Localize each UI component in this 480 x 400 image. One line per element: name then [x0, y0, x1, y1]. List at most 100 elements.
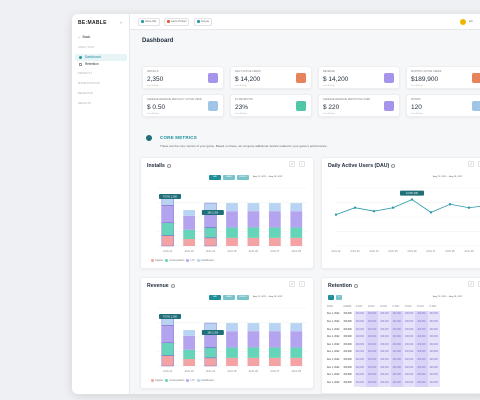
table-row: Dec 1, 2022 150,000 200,000 200,000 200,000 2… [325, 378, 440, 387]
x-tick-label: AUG 27 [270, 369, 280, 373]
kpi-period: Last 30 Days [235, 113, 247, 115]
x-tick-label: AUG 23 [185, 369, 195, 373]
data-point [410, 198, 414, 201]
retention-icon [79, 62, 82, 66]
product-selector[interactable]: Game Product [164, 18, 190, 26]
expand-icon[interactable]: ⤢ [468, 161, 474, 167]
bar-segment [183, 349, 196, 360]
sidebar-item-dashboard[interactable]: Dashboard [75, 54, 127, 61]
date-range-picker[interactable]: Aug 22, 2022 — Aug 28, 2022 [433, 176, 463, 178]
view-toggle-a[interactable]: # [328, 295, 334, 300]
game-selector[interactable]: Game NFL [138, 18, 160, 26]
view-toggle-b[interactable]: % [336, 295, 342, 300]
kpi-icon [384, 101, 394, 111]
retention-cell: 200,000 [390, 325, 403, 334]
download-icon[interactable]: ↓ [299, 161, 305, 167]
sidebar-section-label[interactable]: RESULTS [78, 102, 92, 105]
page-title: Dashboard [142, 38, 174, 44]
kpi-card[interactable]: MONTHLY ACTIVE USERS $189,900 Last 30 Days [406, 66, 480, 89]
date-cell: Dec 1, 2022 [327, 313, 340, 316]
retention-cell: 200,000 [366, 348, 379, 357]
kpi-card[interactable]: REVENUE $ 14,200 Last 30 Days [318, 66, 400, 89]
kpi-card[interactable]: D1 RETENTION 23% Last 30 Days [230, 94, 312, 117]
column-header[interactable]: D DAY [355, 305, 363, 308]
table-row: Dec 1, 2022 150,000 200,000 200,000 200,000 2… [325, 318, 440, 326]
date-range-picker[interactable]: Aug 22, 2022 — Aug 28, 2022 [433, 296, 463, 298]
x-tick-label: AUG 24 [206, 249, 216, 253]
x-tick-label: AUG 27 [426, 249, 436, 253]
legend-label: Organic [155, 379, 164, 383]
kpi-period: Last 30 Days [147, 85, 159, 87]
date-range-picker[interactable]: Aug 22, 2022 — Aug 28, 2022 [253, 296, 283, 298]
seg-day[interactable]: DAY [209, 175, 221, 180]
info-icon[interactable] [170, 283, 175, 288]
retention-cell: 200,000 [378, 378, 391, 387]
dau-panel: Daily Active Users (DAU) ⤢ ↓ Aug 22, 202… [321, 157, 480, 269]
avatar[interactable] [460, 19, 466, 25]
sidebar-section-label[interactable]: PRODUCT [78, 72, 93, 75]
kpi-label: D1 RETENTION [235, 99, 254, 101]
collapse-sidebar-icon[interactable]: « [120, 20, 123, 25]
info-icon[interactable] [166, 163, 171, 168]
bar-segment [226, 211, 238, 228]
retention-cell: 200,000 [366, 325, 379, 334]
table-row: Dec 1, 2022 150,000 200,000 200,000 200,000 2… [325, 356, 440, 364]
seg-week[interactable]: WEEK [223, 295, 235, 300]
download-icon[interactable]: ↓ [299, 281, 305, 287]
date-range-picker[interactable]: Aug 22, 2022 — Aug 28, 2022 [253, 176, 283, 178]
seg-month[interactable]: MONTH [237, 175, 249, 180]
kpi-card[interactable]: DAILY ACTIVE USERS $ 14,200 Last 30 Days [230, 66, 312, 89]
expand-icon[interactable]: ⤢ [289, 281, 295, 287]
download-icon[interactable]: ↓ [478, 161, 480, 167]
kpi-value: $ 14,200 [323, 76, 349, 83]
kpi-card[interactable]: AVERAGE REVENUE PER DAILY ACTIVE USER $ 0… [142, 94, 224, 117]
retention-cell: 200,000 [378, 356, 391, 364]
seg-week[interactable]: WEEK [223, 175, 235, 180]
legend-ltv: LTV [186, 379, 195, 382]
column-header[interactable]: DATE [327, 305, 333, 308]
column-header[interactable]: D DAY [368, 305, 375, 308]
column-header[interactable]: D DAY [392, 305, 400, 308]
kpi-card[interactable]: AVERAGE REVENUE PER PAYING USER $ 220 Last… [318, 94, 400, 117]
column-header[interactable]: D DAY [429, 305, 437, 308]
expand-icon[interactable]: ⤢ [289, 161, 295, 167]
info-icon[interactable] [353, 283, 358, 288]
table-row: Dec 1, 2022 150,000 200,000 200,000 200,000 2… [325, 310, 440, 319]
seg-month[interactable]: MONTH [237, 295, 249, 300]
column-header[interactable]: D DAY [380, 305, 388, 308]
back-link[interactable]: ← Back [78, 35, 91, 39]
kpi-icon [208, 101, 218, 111]
column-header[interactable]: D DAY [417, 305, 425, 308]
kpi-card[interactable]: PAYERS 120 Last 30 Days [406, 94, 480, 117]
info-icon[interactable] [391, 163, 396, 168]
sidebar-item-retention[interactable]: Retention [75, 61, 127, 68]
kpi-period: Last 30 Days [235, 85, 247, 87]
kpi-label: PAYERS [411, 99, 421, 101]
column-header[interactable]: D DAY [404, 305, 412, 308]
bar-segment [183, 239, 196, 246]
seg-day[interactable]: DAY [209, 295, 221, 300]
x-tick-label: AUG 26 [249, 249, 259, 253]
kpi-card[interactable]: INSTALLS 2,350 Last 30 Days [142, 66, 224, 89]
retention-cell: 200,000 [390, 356, 403, 364]
kpi-period: Last 30 Days [411, 85, 423, 87]
workspace-selector[interactable]: Kanyas [194, 18, 212, 26]
sidebar-section-label[interactable]: MONETIZATION [78, 82, 100, 85]
kpi-label: INSTALLS [147, 71, 159, 73]
bar-segment [290, 347, 303, 358]
language-selector[interactable]: EN [469, 20, 473, 23]
x-tick-label: AUG 22 [331, 249, 341, 253]
retention-cell: 200,000 [427, 318, 440, 326]
legend-label: Unattributed [200, 379, 214, 383]
bar-segment [161, 325, 174, 344]
bar-segment [247, 227, 260, 238]
tooltip [159, 194, 181, 199]
users-cell: 150,000 [343, 366, 352, 369]
retention-cell: 200,000 [427, 356, 440, 364]
expand-icon[interactable]: ⤢ [468, 281, 474, 287]
download-icon[interactable]: ↓ [478, 281, 480, 287]
tooltip-label: TOTAL 2,350 [163, 316, 178, 319]
retention-cell: 200,000 [366, 340, 379, 349]
sidebar-section-label[interactable]: BEHAVIOR [78, 92, 93, 95]
column-header[interactable]: USERS [343, 305, 352, 308]
